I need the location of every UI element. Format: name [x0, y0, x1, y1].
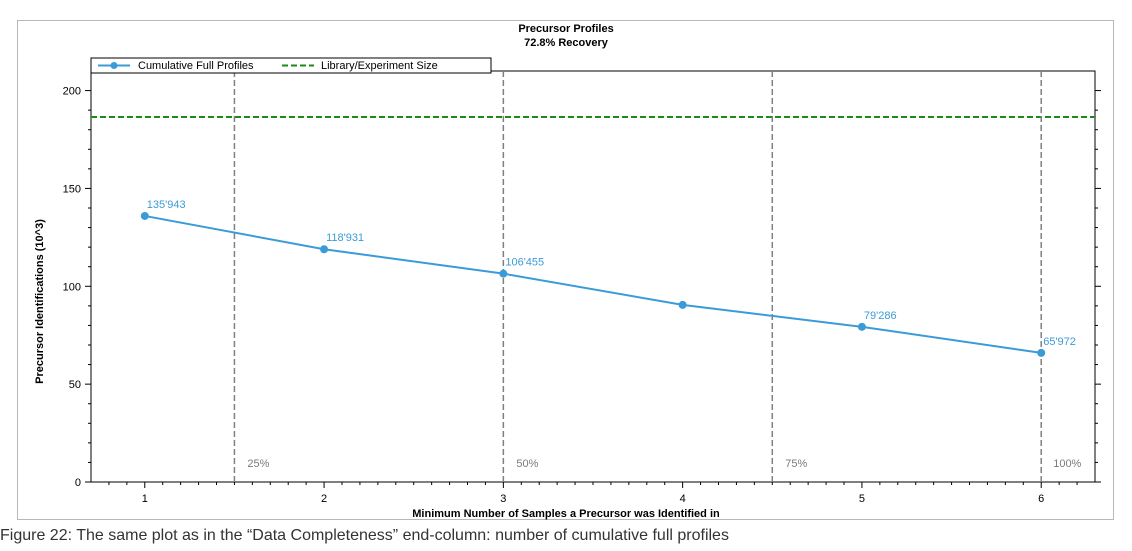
data-label: 135'943 [147, 199, 186, 211]
x-tick-label: 6 [1038, 493, 1044, 505]
y-tick-label: 200 [63, 86, 81, 98]
data-point [857, 322, 866, 331]
figure-caption: Figure 22: The same plot as in the “Data… [0, 527, 729, 544]
data-point [140, 211, 149, 220]
y-tick-label: 50 [69, 379, 81, 391]
y-tick-label: 150 [63, 183, 81, 195]
y-tick-label: 100 [63, 281, 81, 293]
legend-label: Cumulative Full Profiles [138, 60, 254, 72]
data-point [1037, 348, 1046, 357]
chart-frame: Precursor Profiles 72.8% Recovery 25% 50% 75… [17, 20, 1114, 520]
legend-label: Library/Experiment Size [321, 60, 438, 72]
x-tick-label: 3 [500, 493, 506, 505]
chart-title: Precursor Profiles [518, 23, 613, 35]
x-tick-label: 5 [859, 493, 865, 505]
data-point [499, 269, 508, 278]
legend-swatch-marker [110, 62, 118, 69]
x-tick-label: 1 [142, 493, 148, 505]
reference-label: 100% [1053, 458, 1081, 470]
chart-svg: Precursor Profiles 72.8% Recovery 25% 50% 75… [34, 23, 1101, 520]
reference-label: 25% [247, 458, 269, 470]
y-axis-label: Precursor Identifications (10^3) [34, 219, 46, 384]
plot-area [90, 70, 1096, 483]
chart-subtitle: 72.8% Recovery [524, 37, 609, 49]
reference-label: 50% [516, 458, 538, 470]
data-label: 106'455 [505, 257, 544, 269]
y-tick-label: 0 [75, 477, 81, 489]
data-point [320, 245, 329, 254]
data-point [678, 300, 687, 309]
data-label: 65'972 [1043, 336, 1076, 348]
x-tick-label: 4 [680, 493, 686, 505]
x-tick-label: 2 [321, 493, 327, 505]
data-label: 79'286 [864, 310, 897, 322]
reference-label: 75% [785, 458, 807, 470]
series-line [144, 214, 1042, 354]
data-label: 118'931 [326, 232, 364, 244]
x-axis-label: Minimum Number of Samples a Precursor wa… [412, 508, 720, 520]
